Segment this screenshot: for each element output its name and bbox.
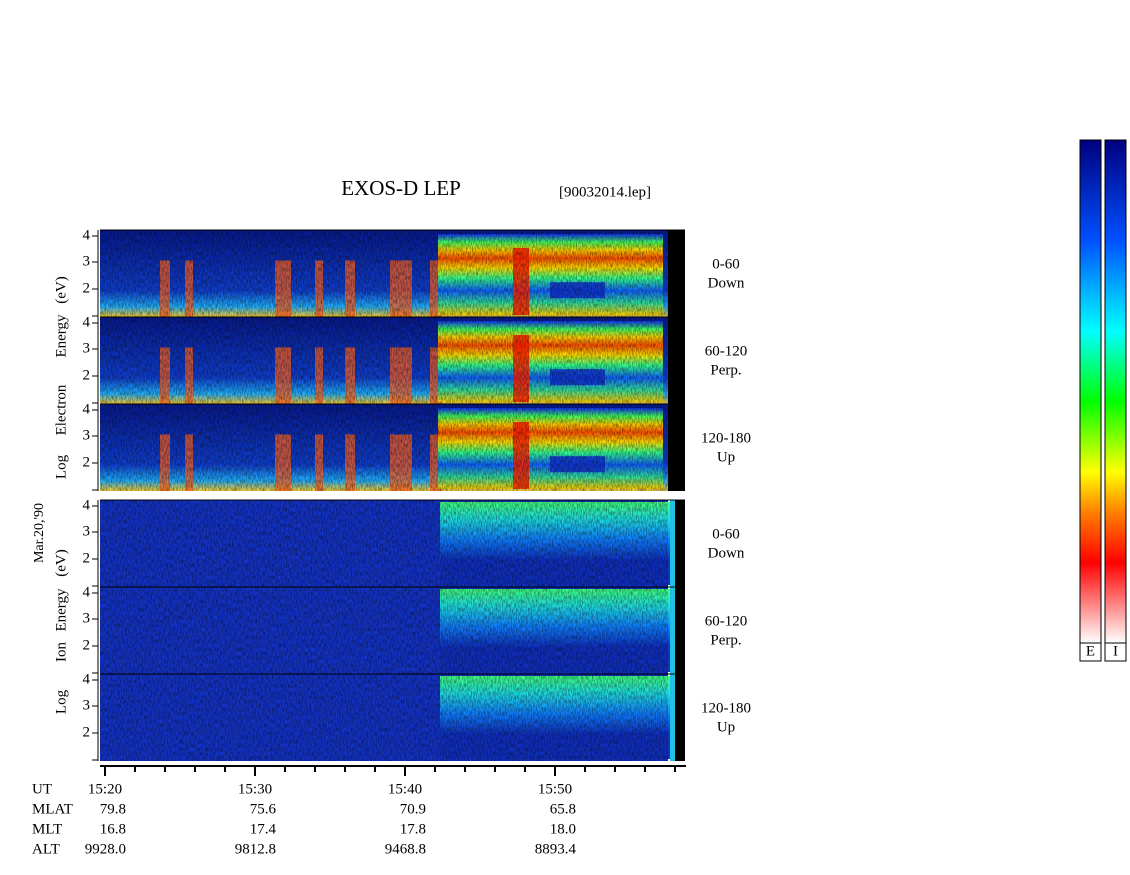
y-tick-label: 3 xyxy=(83,610,91,626)
y-tick-label: 3 xyxy=(83,697,91,713)
row-value: 15:40 xyxy=(388,781,422,797)
row-value: 70.9 xyxy=(400,801,426,817)
row-label: MLT xyxy=(32,821,62,837)
date: Mar.20,'90 xyxy=(32,503,47,563)
y-tick-label: 2 xyxy=(83,637,91,653)
y-tick-label: 2 xyxy=(83,454,91,470)
y-tick-label: 3 xyxy=(83,523,91,539)
y-tick-label: 2 xyxy=(83,367,91,383)
edge xyxy=(670,500,675,587)
colorbar-label: I xyxy=(1113,643,1118,659)
noise xyxy=(100,587,668,674)
row-label: ALT xyxy=(32,841,60,857)
row-value: 17.8 xyxy=(400,821,426,837)
y-tick-label: 4 xyxy=(83,497,91,513)
row-label: UT xyxy=(32,781,52,797)
y-tick-label: 3 xyxy=(83,427,91,443)
y-tick-label: 2 xyxy=(83,550,91,566)
angle-label: 60-120 xyxy=(705,613,748,629)
angle-label: 120-180 xyxy=(701,700,751,716)
row-label: MLAT xyxy=(32,801,73,817)
row-value: 17.4 xyxy=(250,821,277,837)
axis-label: (eV) xyxy=(53,276,69,303)
angle-label: 60-120 xyxy=(705,343,748,359)
strip xyxy=(668,230,685,317)
y-tick-label: 4 xyxy=(83,314,91,330)
angle-label: 120-180 xyxy=(701,430,751,446)
strip xyxy=(675,500,685,587)
file-name: [90032014.lep] xyxy=(559,184,651,200)
direction-label: Down xyxy=(708,275,745,291)
y-tick-label: 2 xyxy=(83,724,91,740)
angle-label: 0-60 xyxy=(712,256,740,272)
y-tick-label: 2 xyxy=(83,280,91,296)
direction-label: Up xyxy=(717,719,735,735)
y-tick-label: 4 xyxy=(83,671,91,687)
colorbar-box xyxy=(1079,642,1102,662)
strip xyxy=(675,674,685,761)
strip xyxy=(668,404,685,491)
direction-label: Down xyxy=(708,545,745,561)
noise xyxy=(100,674,668,761)
row-value: 75.6 xyxy=(250,801,277,817)
row-value: 9468.8 xyxy=(385,841,426,857)
strip xyxy=(675,587,685,674)
row-value: 8893.4 xyxy=(535,841,577,857)
direction-label: Up xyxy=(717,449,735,465)
axis-label: Electron xyxy=(53,384,69,435)
y-tick-label: 3 xyxy=(83,340,91,356)
edge xyxy=(670,587,675,674)
row-value: 16.8 xyxy=(100,821,126,837)
y-tick-label: 4 xyxy=(83,584,91,600)
angle-label: 0-60 xyxy=(712,526,740,542)
row-value: 9812.8 xyxy=(235,841,276,857)
row-value: 18.0 xyxy=(550,821,576,837)
axis-label: Energy xyxy=(53,588,69,632)
row-value: 65.8 xyxy=(550,801,576,817)
colorbar-box xyxy=(1104,642,1127,662)
direction-label: Perp. xyxy=(710,632,741,648)
row-value: 15:50 xyxy=(538,781,572,797)
noise xyxy=(100,404,668,491)
edge xyxy=(670,674,675,761)
row-value: 9928.0 xyxy=(85,841,126,857)
axis-label: Log xyxy=(53,454,69,479)
y-tick-label: 3 xyxy=(83,253,91,269)
axis-label: (eV) xyxy=(53,549,69,576)
colorbar xyxy=(1104,139,1127,644)
colorbar-label: E xyxy=(1086,643,1095,659)
axis-label: Ion xyxy=(53,642,69,662)
title: EXOS-D LEP xyxy=(341,176,461,200)
row-value: 79.8 xyxy=(100,801,126,817)
row-value: 15:30 xyxy=(238,781,272,797)
noise xyxy=(100,230,668,317)
row-value: 15:20 xyxy=(88,781,122,797)
colorbar xyxy=(1079,139,1102,644)
strip xyxy=(668,317,685,404)
axis-label: Energy xyxy=(53,314,69,358)
y-tick-label: 4 xyxy=(83,227,91,243)
noise xyxy=(100,317,668,404)
y-tick-label: 4 xyxy=(83,401,91,417)
axis-label: Log xyxy=(53,689,69,714)
noise xyxy=(100,500,668,587)
direction-label: Perp. xyxy=(710,362,741,378)
